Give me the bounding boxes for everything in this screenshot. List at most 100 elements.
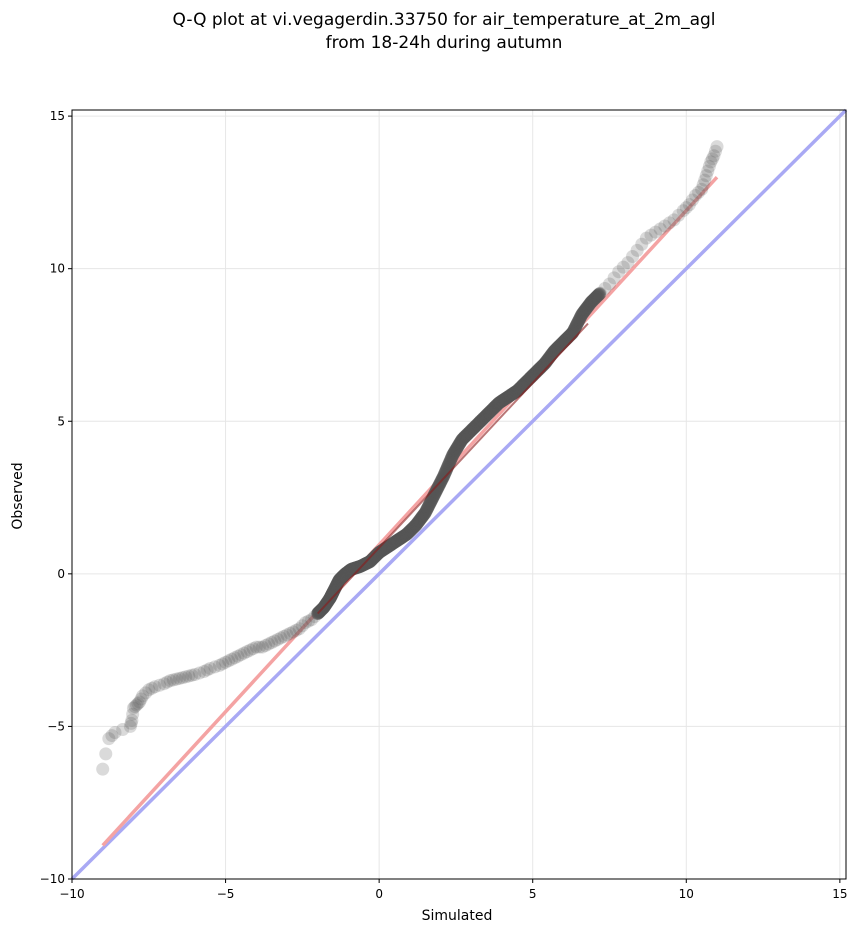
data-point: [197, 664, 211, 678]
data-point: [649, 225, 663, 239]
data-point: [123, 719, 137, 733]
data-point: [268, 634, 282, 648]
data-point: [274, 631, 288, 645]
data-point: [240, 645, 254, 659]
data-point: [280, 628, 294, 642]
data-point: [271, 632, 285, 646]
data-point: [130, 698, 143, 712]
data-point: [96, 762, 110, 776]
data-point: [231, 649, 245, 663]
data-point: [593, 286, 607, 300]
data-point: [289, 623, 303, 637]
data-point: [108, 726, 122, 740]
y-tick-label: 10: [50, 262, 65, 276]
data-point: [603, 277, 616, 291]
data-point: [262, 637, 276, 651]
data-point: [157, 677, 171, 691]
data-point: [208, 660, 222, 674]
data-point: [277, 629, 291, 643]
grid: [71, 110, 846, 880]
data-point: [128, 700, 142, 714]
y-tick-label: 5: [57, 414, 65, 428]
data-point: [653, 222, 667, 236]
data-point: [692, 185, 706, 199]
data-point: [139, 686, 153, 700]
data-point: [707, 149, 721, 163]
data-point: [169, 672, 183, 686]
x-tick-label: −5: [217, 887, 235, 901]
data-point: [216, 657, 229, 671]
data-point: [265, 636, 279, 650]
data-point: [286, 625, 300, 639]
data-point: [676, 204, 690, 218]
x-tick-label: 10: [679, 887, 694, 901]
data-point: [145, 681, 159, 695]
y-tick-label: −5: [47, 719, 65, 733]
fit-line-dense: [316, 322, 589, 615]
data-point: [252, 640, 266, 654]
y-axis-ticks: −10 −5 0 5 10 15: [40, 109, 72, 886]
fit-line: [101, 175, 719, 847]
data-point: [102, 732, 116, 746]
data-points: [96, 140, 724, 776]
data-point: [705, 152, 719, 166]
data-point: [228, 651, 242, 665]
data-point: [259, 639, 272, 653]
data-point: [116, 722, 130, 736]
data-point: [212, 658, 226, 672]
x-tick-label: 15: [832, 887, 847, 901]
data-point: [219, 655, 233, 669]
data-point: [672, 208, 686, 222]
data-point: [639, 231, 653, 245]
y-axis-label: Observed: [10, 462, 26, 529]
data-point: [698, 173, 712, 187]
y-tick-label: −10: [40, 872, 65, 886]
data-point: [630, 243, 644, 257]
data-point: [222, 654, 236, 668]
data-point: [179, 670, 193, 684]
data-point: [124, 716, 138, 730]
data-point: [134, 692, 148, 706]
identity-line: [70, 108, 848, 881]
data-point: [302, 614, 315, 628]
data-point: [243, 643, 257, 657]
x-tick-label: 0: [375, 887, 383, 901]
data-point: [182, 669, 196, 683]
y-tick-label: 15: [50, 109, 65, 123]
data-point: [685, 193, 699, 207]
x-tick-label: 5: [529, 887, 537, 901]
plot-frame: [71, 109, 847, 880]
data-point: [616, 260, 630, 274]
chart-title-line1: Q-Q plot at vi.vegagerdin.33750 for air_…: [172, 10, 715, 30]
data-point: [185, 668, 199, 682]
data-point: [153, 678, 167, 692]
data-point: [667, 213, 681, 227]
data-point: [593, 287, 607, 301]
data-point: [173, 671, 186, 685]
data-point: [246, 642, 260, 656]
data-point: [99, 747, 113, 761]
data-point: [658, 219, 672, 233]
data-point: [689, 188, 702, 202]
data-point: [200, 663, 214, 677]
data-point: [125, 713, 139, 727]
data-point: [598, 282, 612, 296]
data-point: [234, 648, 248, 662]
chart-title-line2: from 18-24h during autumn: [326, 33, 563, 53]
data-point: [133, 695, 147, 709]
data-point: [160, 675, 174, 689]
data-point: [249, 640, 263, 654]
data-point: [126, 701, 140, 715]
data-point: [283, 626, 297, 640]
reference-lines: [70, 108, 848, 881]
data-point: [704, 155, 718, 169]
data-point: [695, 182, 709, 196]
x-axis-ticks: −10 −5 0 5 10 15: [59, 879, 847, 901]
data-point: [192, 666, 206, 680]
data-point: [702, 159, 716, 173]
data-point: [701, 164, 715, 178]
data-point: [255, 640, 269, 654]
data-point: [148, 680, 162, 694]
data-point: [166, 673, 180, 687]
